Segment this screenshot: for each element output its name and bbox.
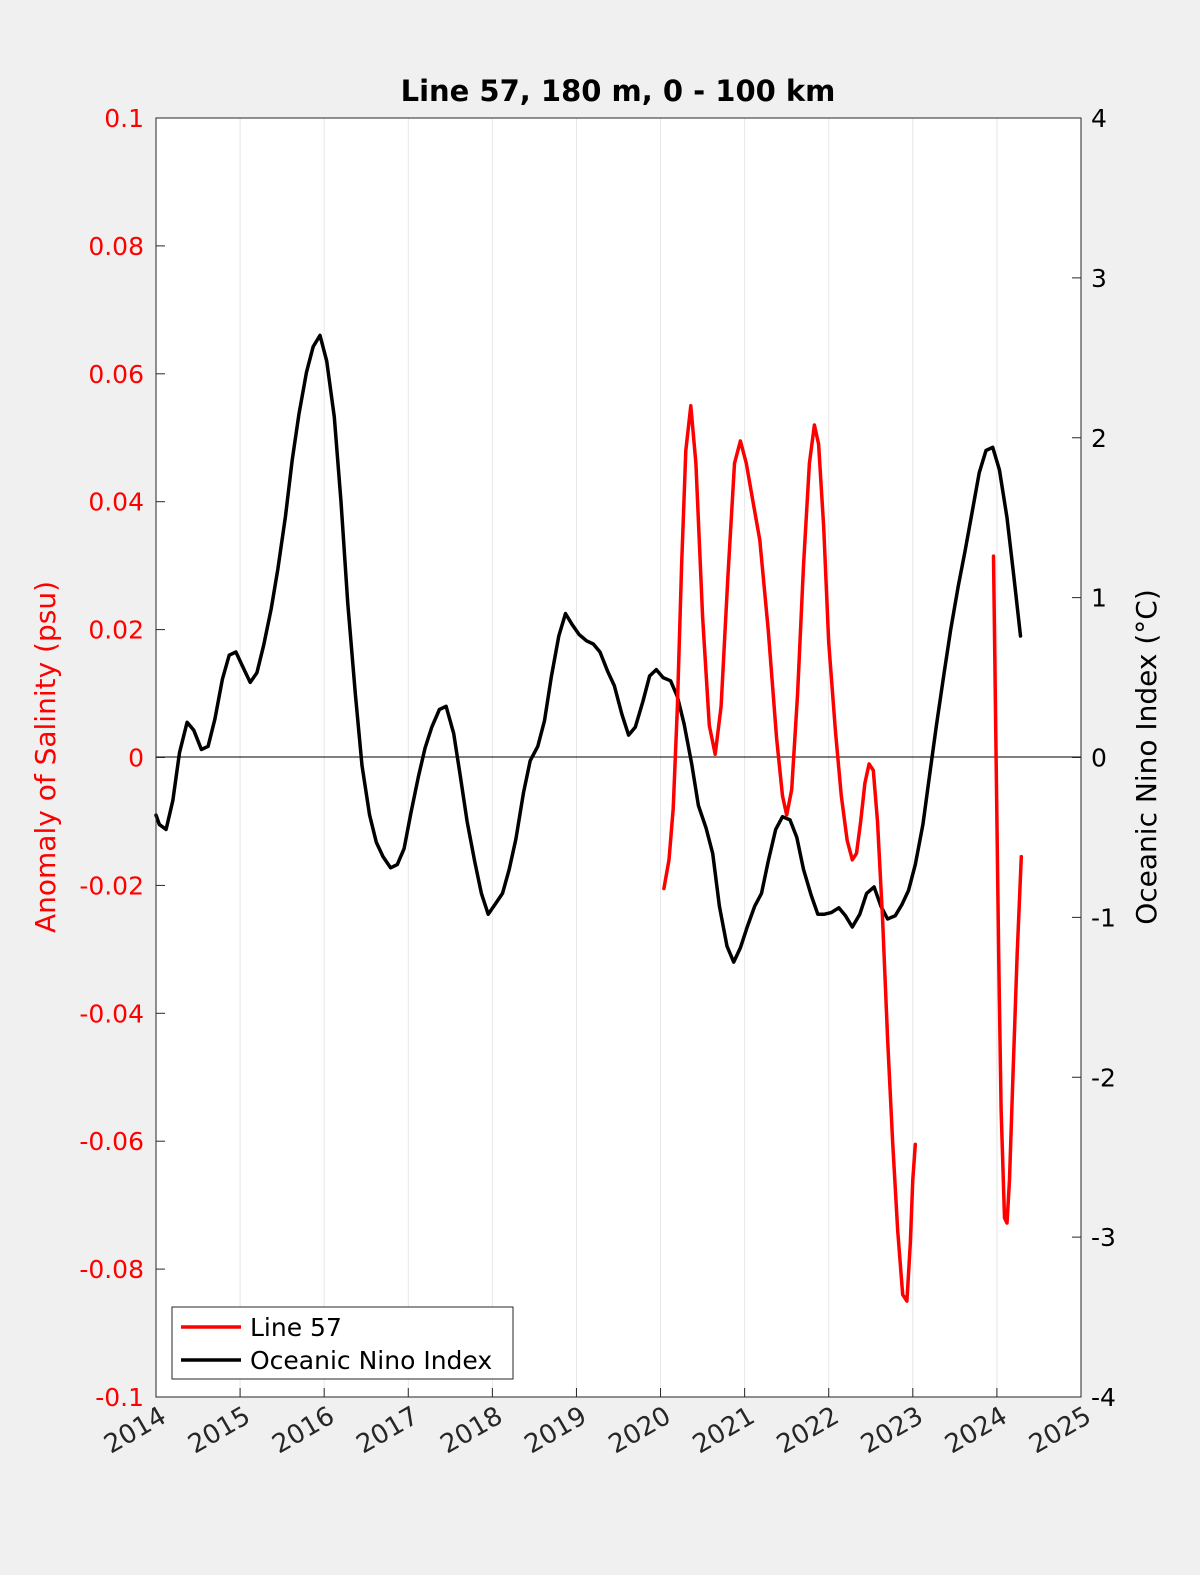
y-axis-left: 0.1 0.08 0.06 0.04 0.02 0 -0.02 -0.04 -0.06 -0.08… (79, 104, 165, 1412)
legend-label-line-57: Line 57 (250, 1313, 342, 1342)
y-left-tick-label: 0.02 (88, 616, 144, 645)
y-right-tick-label: -1 (1091, 903, 1116, 932)
y-left-tick-label: -0.02 (79, 871, 144, 900)
line57-series-segment-0 (662, 404, 918, 1303)
y-right-tick-label: 2 (1091, 424, 1107, 453)
legend-label-oni: Oceanic Nino Index (250, 1346, 492, 1375)
chart-title: Line 57, 180 m, 0 - 100 km (401, 74, 836, 108)
y-axis-left-label: Anomaly of Salinity (psu) (29, 581, 62, 933)
y-left-tick-label: -0.06 (79, 1127, 144, 1156)
y-left-tick-label: 0.08 (88, 232, 144, 261)
y-left-tick-label: 0 (128, 744, 144, 773)
legend-box (171, 1306, 514, 1380)
y-left-tick-label: -0.08 (79, 1255, 144, 1284)
y-right-tick-label: -3 (1091, 1223, 1116, 1252)
y-right-tick-label: -2 (1091, 1063, 1116, 1092)
y-left-tick-label: 0.1 (104, 104, 144, 133)
y-right-tick-label: 4 (1091, 104, 1107, 133)
oni-series-segment-0 (154, 333, 1023, 964)
line57-series-segment-1 (991, 554, 1024, 1225)
y-left-tick-label: -0.1 (95, 1383, 144, 1412)
y-right-tick-label: -4 (1091, 1383, 1116, 1412)
y-left-tick-label: 0.04 (88, 488, 144, 517)
y-right-tick-label: 3 (1091, 264, 1107, 293)
y-right-tick-label: 1 (1091, 584, 1107, 613)
series-layer (154, 333, 1024, 1303)
y-left-tick-label: -0.04 (79, 999, 144, 1028)
y-axis-right-label: Oceanic Nino Index (°C) (1130, 589, 1163, 925)
legend: Line 57 Oceanic Nino Index (171, 1306, 514, 1380)
y-axis-right: 4 3 2 1 0 -1 -2 -3 -4 (1072, 104, 1116, 1412)
y-right-tick-label: 0 (1091, 744, 1107, 773)
y-left-tick-label: 0.06 (88, 360, 144, 389)
